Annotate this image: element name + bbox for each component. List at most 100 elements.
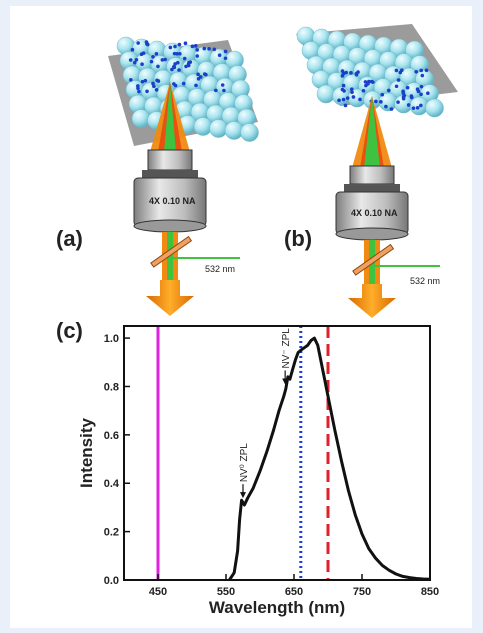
- nv-dot: [176, 60, 180, 65]
- nv-dot: [409, 94, 414, 98]
- nv-dot: [341, 83, 346, 88]
- nv-dot: [182, 56, 187, 61]
- nv-dot: [394, 84, 399, 89]
- y-axis-label: Intensity: [77, 418, 96, 488]
- nv-dot: [154, 88, 159, 92]
- nv-dot: [344, 70, 348, 75]
- nv-dot: [181, 81, 186, 86]
- nv-dot: [160, 58, 165, 62]
- nv-dot: [340, 69, 345, 73]
- objective-base-b: [335, 227, 409, 241]
- x-tick-label: 450: [149, 586, 167, 598]
- nv-dot: [190, 44, 195, 49]
- y-tick-label: 0.0: [104, 575, 119, 587]
- nv-dot: [170, 67, 174, 72]
- nv-dot: [414, 69, 418, 74]
- nv-dot: [394, 68, 399, 73]
- nv-dot: [173, 83, 178, 88]
- dichroic-mirror-a: [150, 235, 193, 268]
- nv-dot: [411, 106, 416, 110]
- nv-dot: [163, 57, 167, 62]
- nv-dot: [195, 54, 199, 58]
- nv-dot: [214, 88, 218, 93]
- nv-dot: [363, 80, 368, 84]
- output-arrow-a: [146, 280, 194, 316]
- nv-dot: [173, 44, 177, 49]
- nv-dot: [400, 68, 404, 73]
- x-tick-label: 850: [421, 586, 439, 598]
- y-tick-label: 0.4: [104, 478, 120, 490]
- nv-dot: [415, 106, 420, 110]
- nv-dot: [212, 47, 217, 52]
- output-arrow-b: [348, 284, 396, 318]
- panel-b-schematic: 4X 0.10 NA (b) 532 nm: [284, 24, 458, 318]
- nv-dot: [222, 88, 226, 93]
- nv-dot: [396, 78, 401, 82]
- nv-dot: [207, 47, 211, 51]
- nv-dot: [217, 53, 222, 58]
- nv-dot: [177, 42, 182, 47]
- nanodiamond-sphere: [316, 84, 336, 104]
- nv-dot: [341, 97, 346, 102]
- nv-dot: [337, 98, 341, 103]
- nv-dot: [349, 71, 353, 75]
- nv-dot: [223, 56, 228, 61]
- nv-dot: [140, 62, 144, 67]
- nv-dots-a: [128, 40, 228, 94]
- nv-dot: [195, 48, 199, 52]
- panel-a-schematic: 4X 0.10 NA (a) 532 nm: [56, 36, 259, 316]
- nv-dot: [151, 81, 155, 86]
- nv-dot: [196, 72, 200, 77]
- nv-minus-zpl-label: NV⁻ ZPL: [281, 328, 292, 369]
- nv-dot: [380, 92, 385, 97]
- x-tick-label: 550: [217, 586, 235, 598]
- x-tick-label: 750: [353, 586, 371, 598]
- nv-dot: [369, 79, 374, 84]
- nv-dot: [374, 99, 378, 104]
- y-tick-label: 0.2: [104, 527, 119, 539]
- nv-dot: [405, 85, 410, 90]
- nv-dot: [419, 92, 423, 97]
- nv-dot: [351, 95, 356, 99]
- nv-dot: [193, 44, 198, 48]
- nanodiamond-sphere: [209, 119, 228, 138]
- nv-dot: [401, 89, 405, 94]
- laser-label-b: 532 nm: [410, 276, 440, 286]
- nv-dot: [420, 73, 425, 78]
- nv-dot: [141, 51, 146, 55]
- nv-dots-b: [337, 68, 430, 111]
- nv-dot: [345, 96, 350, 100]
- objective-label-a: 4X 0.10 NA: [149, 196, 196, 206]
- nv-dot: [424, 68, 429, 73]
- nv-dot: [406, 103, 411, 107]
- panel-c-label: (c): [56, 318, 83, 343]
- nv-dot: [172, 64, 176, 69]
- nv-dot: [379, 100, 383, 104]
- green-beam-a: [164, 82, 176, 152]
- nv-dot: [137, 89, 141, 94]
- nv-dot: [177, 68, 181, 72]
- nv-dot: [354, 72, 359, 77]
- spectrum-line: [228, 336, 431, 581]
- nv-dot: [136, 86, 140, 91]
- nv-dot: [361, 88, 366, 93]
- objective-top-b: [349, 165, 395, 185]
- nv-dot: [168, 45, 173, 50]
- nv-dot: [396, 100, 400, 104]
- nanodiamond-sphere: [224, 121, 244, 140]
- nv-dot: [149, 59, 154, 64]
- nv-dot: [419, 103, 423, 108]
- chart-marks: [156, 326, 431, 581]
- y-tick-label: 0.6: [104, 430, 119, 442]
- nv-dot: [220, 83, 225, 87]
- nv-dot: [140, 79, 145, 84]
- objective-top-a: [147, 149, 193, 171]
- x-axis-label: Wavelength (nm): [209, 598, 345, 617]
- panel-b-label: (b): [284, 226, 312, 251]
- nv-dot: [223, 49, 228, 54]
- nanodiamond-sphere: [240, 123, 259, 142]
- nv-dot: [155, 78, 159, 83]
- nv-dot: [134, 57, 139, 62]
- nv-dot: [342, 89, 346, 93]
